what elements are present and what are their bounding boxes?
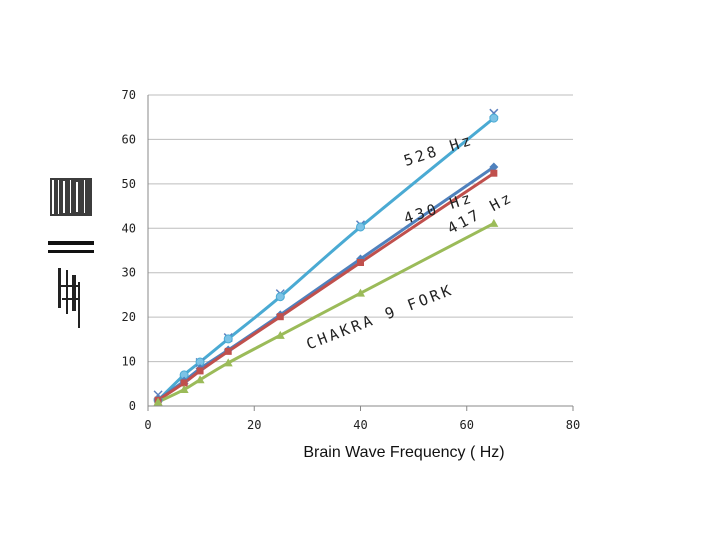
x-tick-label: 40	[353, 418, 367, 432]
series-5-point	[153, 397, 163, 406]
y-tick-label: 40	[122, 221, 136, 235]
series-5-point	[275, 330, 285, 339]
series-2-point	[223, 334, 233, 344]
series-5-point	[356, 288, 365, 297]
series-2-point	[356, 222, 365, 232]
y-tick-label: 50	[122, 177, 136, 191]
series-5-point	[489, 218, 499, 227]
x-tick-label: 80	[566, 418, 580, 432]
y-tick-label: 10	[122, 355, 136, 369]
series-2-point	[275, 292, 285, 302]
series-markers	[153, 108, 499, 406]
x-tick-label: 60	[460, 418, 474, 432]
series-line-2	[156, 116, 496, 402]
axes: 0 10 20 30 40 50 60 70 0 20 40 60 80	[122, 88, 581, 432]
series-4-point	[490, 169, 498, 177]
series-2-point	[489, 113, 499, 123]
series-4-point	[276, 313, 284, 321]
scanned-glyph-artifact	[48, 178, 94, 328]
series-4-point	[357, 258, 364, 266]
series-5-point	[179, 385, 189, 394]
series-4-point	[180, 379, 188, 387]
gridlines	[148, 94, 573, 363]
y-tick-label: 70	[122, 88, 136, 102]
y-tick-label: 60	[122, 132, 136, 146]
series-5-point	[195, 375, 205, 384]
series-5-point	[223, 358, 233, 367]
y-tick-label: 0	[129, 399, 136, 413]
series-4-point	[224, 347, 232, 355]
x-tick-label: 0	[144, 418, 151, 432]
series-4-point	[196, 367, 204, 375]
x-tick-label: 20	[247, 418, 261, 432]
series-line-5	[156, 221, 496, 404]
y-tick-label: 30	[122, 266, 136, 280]
series-3-point	[489, 162, 499, 172]
series-curves	[156, 116, 496, 404]
x-axis-label: Brain Wave Frequency ( Hz)	[303, 444, 504, 461]
y-tick-label: 20	[122, 310, 136, 324]
